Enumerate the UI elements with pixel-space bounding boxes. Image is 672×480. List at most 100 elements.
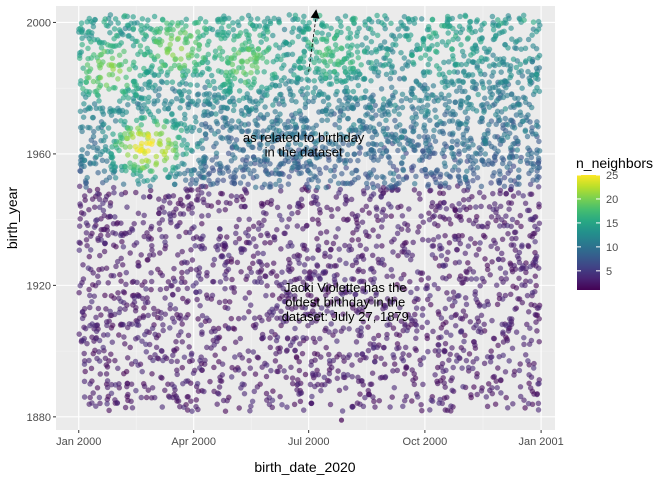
- data-point: [392, 89, 399, 95]
- data-point: [282, 81, 289, 87]
- data-point: [385, 153, 392, 160]
- data-point: [147, 183, 153, 189]
- data-point: [367, 104, 374, 111]
- data-point: [285, 304, 291, 311]
- data-point: [118, 298, 124, 305]
- data-point: [468, 391, 474, 398]
- data-point: [255, 129, 261, 135]
- data-point: [188, 33, 194, 40]
- data-point: [247, 365, 254, 371]
- data-point: [174, 371, 180, 378]
- data-point: [137, 131, 144, 137]
- data-point: [456, 121, 463, 128]
- data-point: [310, 255, 316, 262]
- data-point: [326, 357, 333, 364]
- data-point: [282, 230, 288, 237]
- data-point: [141, 65, 147, 72]
- data-point: [138, 252, 144, 258]
- data-point: [215, 358, 222, 365]
- data-point: [139, 15, 146, 22]
- data-point: [491, 201, 498, 207]
- data-point: [455, 61, 461, 68]
- data-point: [313, 65, 320, 72]
- data-point: [247, 160, 254, 167]
- data-point: [325, 351, 332, 358]
- data-point: [446, 296, 453, 303]
- data-point: [175, 286, 181, 293]
- data-point: [279, 269, 285, 276]
- data-point: [239, 42, 246, 49]
- data-point: [404, 25, 410, 32]
- data-point: [188, 246, 194, 253]
- data-point: [327, 263, 334, 270]
- data-point: [216, 299, 223, 306]
- data-point: [362, 289, 369, 295]
- data-point: [472, 150, 479, 156]
- data-point: [291, 401, 298, 408]
- data-point: [145, 387, 152, 393]
- data-point: [303, 223, 310, 229]
- data-point: [473, 81, 480, 88]
- data-point: [532, 88, 538, 94]
- data-point: [164, 49, 171, 56]
- data-point: [291, 72, 297, 78]
- data-point: [222, 206, 229, 213]
- data-point: [328, 25, 334, 32]
- data-point: [178, 201, 184, 207]
- data-point: [310, 89, 317, 96]
- data-point: [264, 141, 271, 147]
- data-point: [306, 26, 312, 32]
- data-point: [389, 394, 396, 400]
- data-point: [349, 262, 356, 269]
- data-point: [217, 279, 224, 285]
- data-point: [443, 329, 450, 336]
- data-point: [486, 121, 492, 128]
- data-point: [290, 92, 296, 99]
- data-point: [257, 112, 264, 118]
- data-point: [267, 239, 273, 246]
- data-point: [215, 242, 221, 249]
- data-point: [183, 145, 190, 151]
- data-point: [390, 177, 397, 183]
- data-point: [419, 312, 426, 319]
- data-point: [524, 321, 530, 328]
- data-point: [170, 52, 176, 58]
- data-point: [212, 97, 218, 104]
- data-point: [378, 19, 385, 26]
- data-point: [323, 344, 330, 351]
- data-point: [81, 394, 88, 400]
- data-point: [191, 59, 198, 66]
- data-point: [79, 153, 85, 160]
- data-point: [348, 196, 355, 203]
- data-point: [217, 226, 223, 232]
- data-point: [86, 89, 93, 95]
- data-point: [76, 331, 82, 337]
- data-point: [360, 76, 367, 82]
- data-point: [81, 157, 88, 164]
- data-point: [326, 157, 332, 163]
- data-point: [161, 209, 167, 215]
- data-point: [220, 104, 227, 111]
- data-point: [80, 211, 87, 217]
- data-point: [373, 131, 380, 138]
- data-point: [372, 358, 378, 365]
- data-point: [482, 151, 489, 157]
- data-point: [499, 155, 506, 161]
- data-point: [152, 351, 158, 358]
- data-point: [342, 200, 349, 207]
- data-point: [146, 252, 153, 258]
- data-point: [319, 144, 326, 150]
- data-point: [222, 285, 228, 292]
- data-point: [440, 374, 447, 381]
- data-point: [312, 85, 319, 91]
- data-point: [76, 223, 83, 229]
- data-point: [328, 364, 335, 371]
- data-point: [398, 159, 405, 166]
- data-point: [490, 84, 496, 91]
- data-point: [502, 368, 509, 375]
- data-point: [278, 246, 284, 252]
- data-point: [383, 71, 390, 78]
- data-point: [331, 68, 338, 75]
- data-point: [471, 384, 477, 390]
- data-point: [436, 400, 442, 406]
